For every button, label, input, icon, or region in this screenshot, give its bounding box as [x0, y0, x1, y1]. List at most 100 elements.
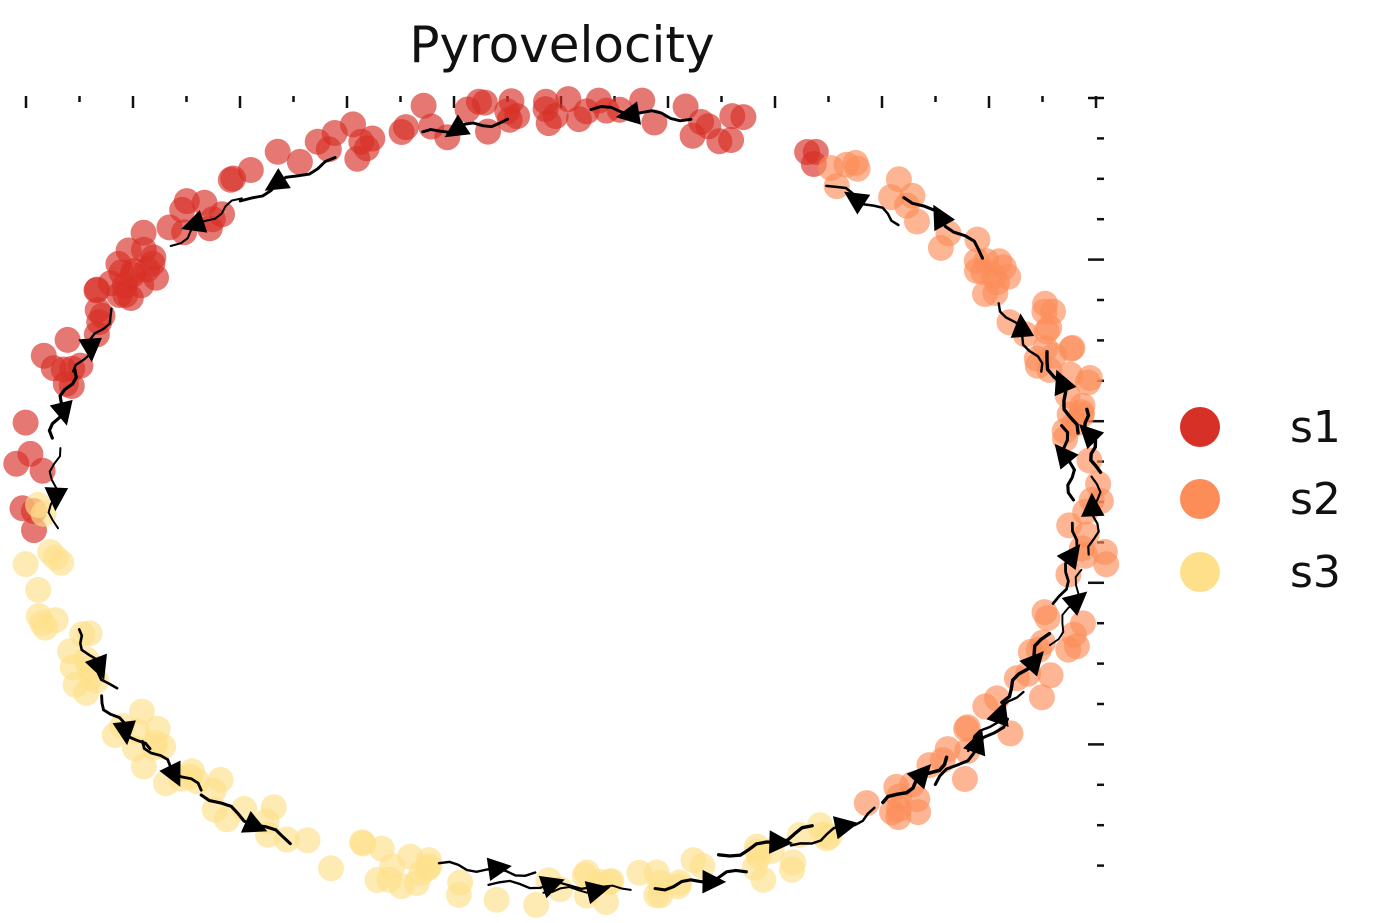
point-s3 — [318, 855, 344, 882]
point-s3 — [689, 853, 716, 879]
point-s3 — [750, 866, 777, 893]
point-s1 — [471, 89, 498, 116]
point-s1 — [340, 111, 366, 138]
point-s1 — [97, 270, 124, 297]
point-s2 — [929, 747, 956, 774]
point-s2 — [904, 786, 931, 813]
legend-marker-s2 — [1180, 479, 1220, 519]
stream-arrow — [832, 816, 859, 840]
point-s3 — [294, 827, 321, 854]
point-s3 — [408, 860, 435, 886]
point-s1 — [641, 109, 668, 136]
legend-marker-s3 — [1180, 552, 1220, 592]
streamline — [199, 793, 292, 846]
stream-arrow — [1061, 591, 1088, 616]
stream-arrow — [615, 101, 642, 125]
point-s2 — [1056, 512, 1083, 539]
point-s3 — [379, 853, 406, 880]
point-s2 — [1032, 335, 1059, 362]
point-s2 — [964, 226, 991, 253]
point-s1 — [264, 138, 291, 165]
streamline — [1045, 350, 1080, 435]
point-s3 — [32, 614, 59, 641]
point-s1 — [494, 98, 521, 125]
streamline — [933, 717, 1009, 786]
stream-arrow — [240, 811, 268, 833]
stream-arrow — [444, 114, 471, 138]
streamline — [1000, 631, 1052, 704]
point-s3 — [626, 859, 653, 886]
point-s2 — [1070, 610, 1096, 637]
stream-arrow — [1054, 443, 1079, 470]
point-s1 — [12, 409, 39, 436]
stream-arrow — [768, 830, 793, 854]
streamline — [421, 117, 510, 134]
point-s3 — [573, 859, 600, 886]
streamline — [716, 824, 814, 858]
stream-arrow — [84, 653, 107, 680]
stream-arrow — [1056, 544, 1081, 570]
point-s1 — [359, 125, 386, 152]
stream-arrow — [264, 168, 291, 191]
point-s3 — [445, 881, 472, 908]
stream-arrow — [78, 337, 102, 363]
point-s2 — [1091, 539, 1118, 565]
point-s2 — [818, 155, 845, 181]
point-s2 — [1031, 599, 1058, 626]
point-s3 — [12, 551, 39, 578]
point-s1 — [286, 148, 313, 175]
scatter-points — [3, 86, 1120, 918]
point-s1 — [115, 237, 142, 264]
point-s3 — [813, 825, 840, 852]
point-s1 — [410, 92, 437, 119]
streamline — [589, 105, 693, 123]
streamline — [902, 196, 985, 260]
streamline — [487, 879, 593, 890]
point-s1 — [237, 157, 264, 183]
point-s1 — [54, 326, 81, 353]
point-s3 — [213, 806, 240, 833]
point-s1 — [679, 122, 706, 149]
point-s3 — [42, 544, 69, 571]
point-s3 — [62, 671, 89, 698]
stream-arrow — [49, 399, 73, 426]
streamline — [542, 884, 632, 894]
point-s3 — [483, 886, 510, 913]
point-s2 — [1028, 684, 1055, 711]
point-s3 — [779, 856, 805, 883]
point-s1 — [533, 88, 559, 115]
legend: s1 s2 s3 — [1180, 402, 1341, 598]
axis-ticks — [24, 96, 1104, 867]
legend-label-s2: s2 — [1290, 474, 1341, 525]
point-s1 — [29, 457, 56, 484]
point-s1 — [672, 93, 699, 120]
point-s2 — [1037, 662, 1064, 689]
point-s2 — [972, 693, 999, 720]
point-s2 — [1031, 298, 1058, 325]
point-s3 — [25, 576, 52, 603]
stream-arrow — [933, 204, 956, 232]
chart-title: Pyrovelocity — [409, 16, 714, 74]
point-s2 — [970, 259, 997, 285]
point-s3 — [128, 698, 155, 725]
point-s1 — [304, 128, 331, 155]
stream-arrow — [1019, 651, 1044, 677]
stream-arrow — [702, 869, 727, 894]
point-s2 — [951, 766, 978, 792]
stream-arrow — [112, 720, 136, 746]
stream-arrow — [486, 857, 512, 881]
point-s2 — [878, 184, 905, 211]
streamline — [169, 197, 243, 247]
point-s3 — [745, 843, 772, 870]
stream-arrow — [44, 487, 69, 512]
stream-arrow — [963, 730, 986, 757]
point-s2 — [953, 715, 980, 742]
point-s1 — [84, 297, 111, 323]
streamline — [653, 868, 748, 892]
streamline — [1051, 521, 1079, 605]
point-s1 — [565, 106, 592, 133]
stream-arrow — [906, 763, 932, 790]
point-s1 — [173, 188, 200, 215]
stream-arrow — [1010, 313, 1035, 338]
